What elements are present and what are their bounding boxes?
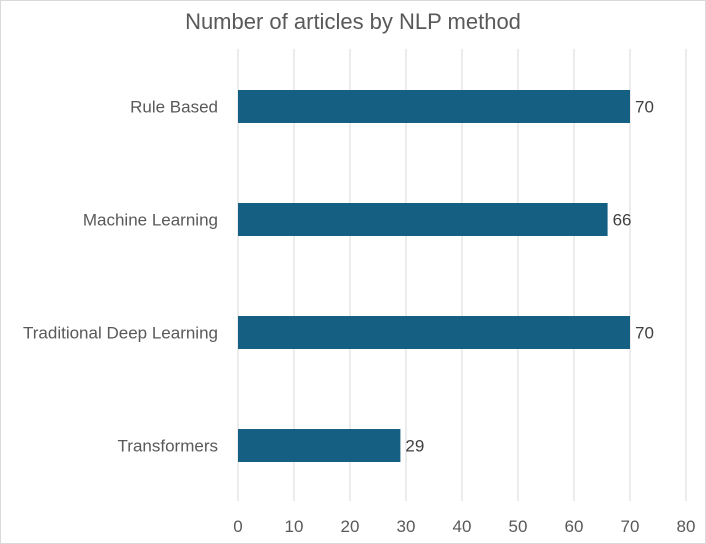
data-label: 66 — [613, 211, 632, 230]
x-tick-label: 0 — [233, 517, 242, 536]
category-label: Machine Learning — [83, 211, 218, 230]
bar — [238, 316, 630, 349]
data-label: 70 — [635, 324, 654, 343]
x-tick-label: 10 — [285, 517, 304, 536]
x-tick-label: 70 — [621, 517, 640, 536]
bar — [238, 203, 608, 236]
x-tick-label: 50 — [509, 517, 528, 536]
x-tick-labels: 0 10 20 30 40 50 60 70 80 — [233, 517, 695, 536]
x-tick-label: 40 — [453, 517, 472, 536]
x-tick-label: 30 — [397, 517, 416, 536]
bar — [238, 429, 401, 462]
bars — [238, 90, 630, 462]
x-tick-label: 60 — [565, 517, 584, 536]
data-labels: 70 66 70 29 — [405, 98, 654, 456]
category-labels: Rule Based Machine Learning Traditional De… — [23, 98, 218, 456]
chart-title: Number of articles by NLP method — [185, 9, 521, 34]
category-label: Transformers — [118, 437, 218, 456]
data-label: 29 — [405, 437, 424, 456]
bar — [238, 90, 630, 123]
data-label: 70 — [635, 98, 654, 117]
category-label: Traditional Deep Learning — [23, 324, 218, 343]
x-tick-label: 80 — [677, 517, 696, 536]
gridlines — [237, 49, 687, 501]
x-tick-label: 20 — [341, 517, 360, 536]
category-label: Rule Based — [130, 98, 218, 117]
